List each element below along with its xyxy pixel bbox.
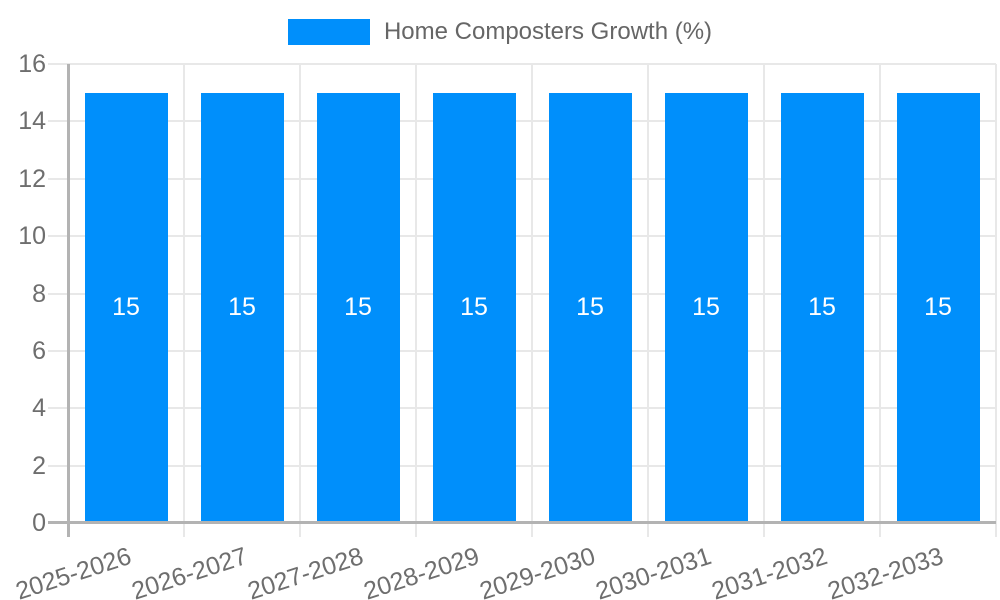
bar-value-label: 15 bbox=[228, 293, 256, 322]
bar[interactable]: 15 bbox=[896, 92, 980, 523]
bar[interactable]: 15 bbox=[84, 92, 168, 523]
y-tick-label: 6 bbox=[32, 336, 46, 365]
y-axis-line bbox=[67, 64, 70, 537]
bar[interactable]: 15 bbox=[548, 92, 632, 523]
x-axis-line bbox=[48, 521, 996, 524]
h-gridline bbox=[48, 292, 996, 295]
v-gridline bbox=[415, 64, 417, 537]
y-tick-label: 4 bbox=[32, 394, 46, 423]
bar[interactable]: 15 bbox=[316, 92, 400, 523]
h-gridline bbox=[48, 177, 996, 180]
h-gridline bbox=[48, 349, 996, 352]
bar[interactable]: 15 bbox=[780, 92, 864, 523]
bar-value-label: 15 bbox=[460, 293, 488, 322]
h-gridline bbox=[48, 464, 996, 467]
y-tick-label: 8 bbox=[32, 279, 46, 308]
y-tick-label: 14 bbox=[18, 107, 46, 136]
bar-value-label: 15 bbox=[924, 293, 952, 322]
bar-value-label: 15 bbox=[692, 293, 720, 322]
y-tick-label: 16 bbox=[18, 50, 46, 78]
v-gridline bbox=[995, 64, 997, 537]
bar-value-label: 15 bbox=[112, 293, 140, 322]
bar-value-label: 15 bbox=[576, 293, 604, 322]
v-gridline bbox=[531, 64, 533, 537]
y-tick-label: 2 bbox=[32, 451, 46, 480]
v-gridline bbox=[647, 64, 649, 537]
y-tick-label: 0 bbox=[32, 509, 46, 537]
v-gridline bbox=[299, 64, 301, 537]
bar[interactable]: 15 bbox=[432, 92, 516, 523]
y-tick-label: 12 bbox=[18, 164, 46, 193]
v-gridline bbox=[763, 64, 765, 537]
v-gridline bbox=[183, 64, 185, 537]
chart-legend[interactable]: Home Composters Growth (%) bbox=[0, 19, 1000, 45]
h-gridline bbox=[48, 235, 996, 238]
h-gridline bbox=[48, 120, 996, 123]
legend-swatch bbox=[287, 19, 370, 45]
legend-label: Home Composters Growth (%) bbox=[383, 18, 713, 45]
bar-value-label: 15 bbox=[808, 293, 836, 322]
h-gridline bbox=[48, 407, 996, 410]
y-tick-label: 10 bbox=[18, 222, 46, 251]
bar[interactable]: 15 bbox=[664, 92, 748, 523]
bar-value-label: 15 bbox=[344, 293, 372, 322]
h-gridline bbox=[48, 63, 996, 65]
bar[interactable]: 15 bbox=[200, 92, 284, 523]
v-gridline bbox=[879, 64, 881, 537]
